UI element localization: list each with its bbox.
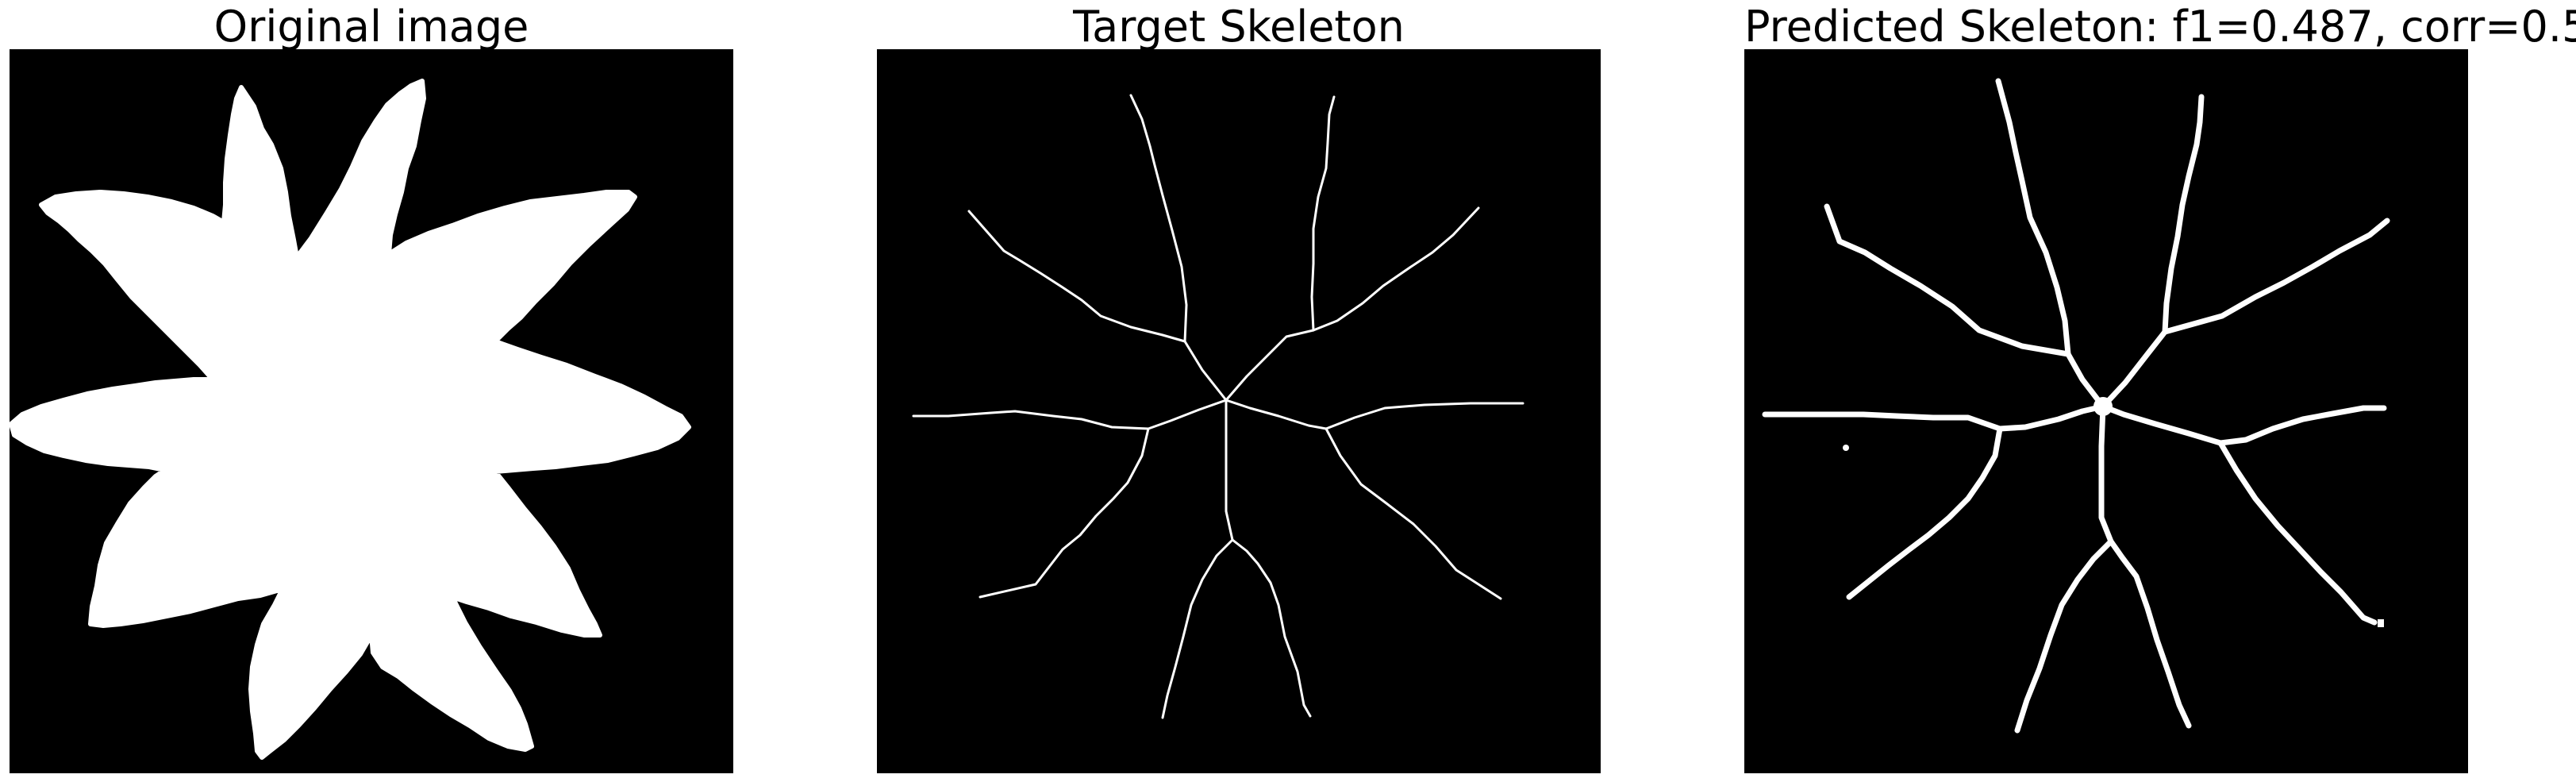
predicted-skeleton-specks bbox=[1843, 397, 2384, 627]
panel-original-image: Original image bbox=[10, 0, 733, 782]
panel-predicted-skeleton: Predicted Skeleton: f1=0.487, corr=0.517 bbox=[1744, 0, 2576, 782]
predicted-skeleton-lines bbox=[1762, 78, 2390, 734]
panel-title-predicted: Predicted Skeleton: f1=0.487, corr=0.517 bbox=[1744, 2, 2576, 52]
original-star-image bbox=[10, 49, 733, 773]
predicted-skeleton-image bbox=[1744, 49, 2468, 773]
target-skeleton-lines bbox=[912, 94, 1524, 719]
panel-target-skeleton: Target Skeleton bbox=[877, 0, 1601, 782]
star-shape bbox=[10, 79, 691, 760]
panel-title-target: Target Skeleton bbox=[1073, 2, 1405, 52]
target-skeleton-image bbox=[877, 49, 1601, 773]
panel-title-original: Original image bbox=[213, 2, 529, 52]
